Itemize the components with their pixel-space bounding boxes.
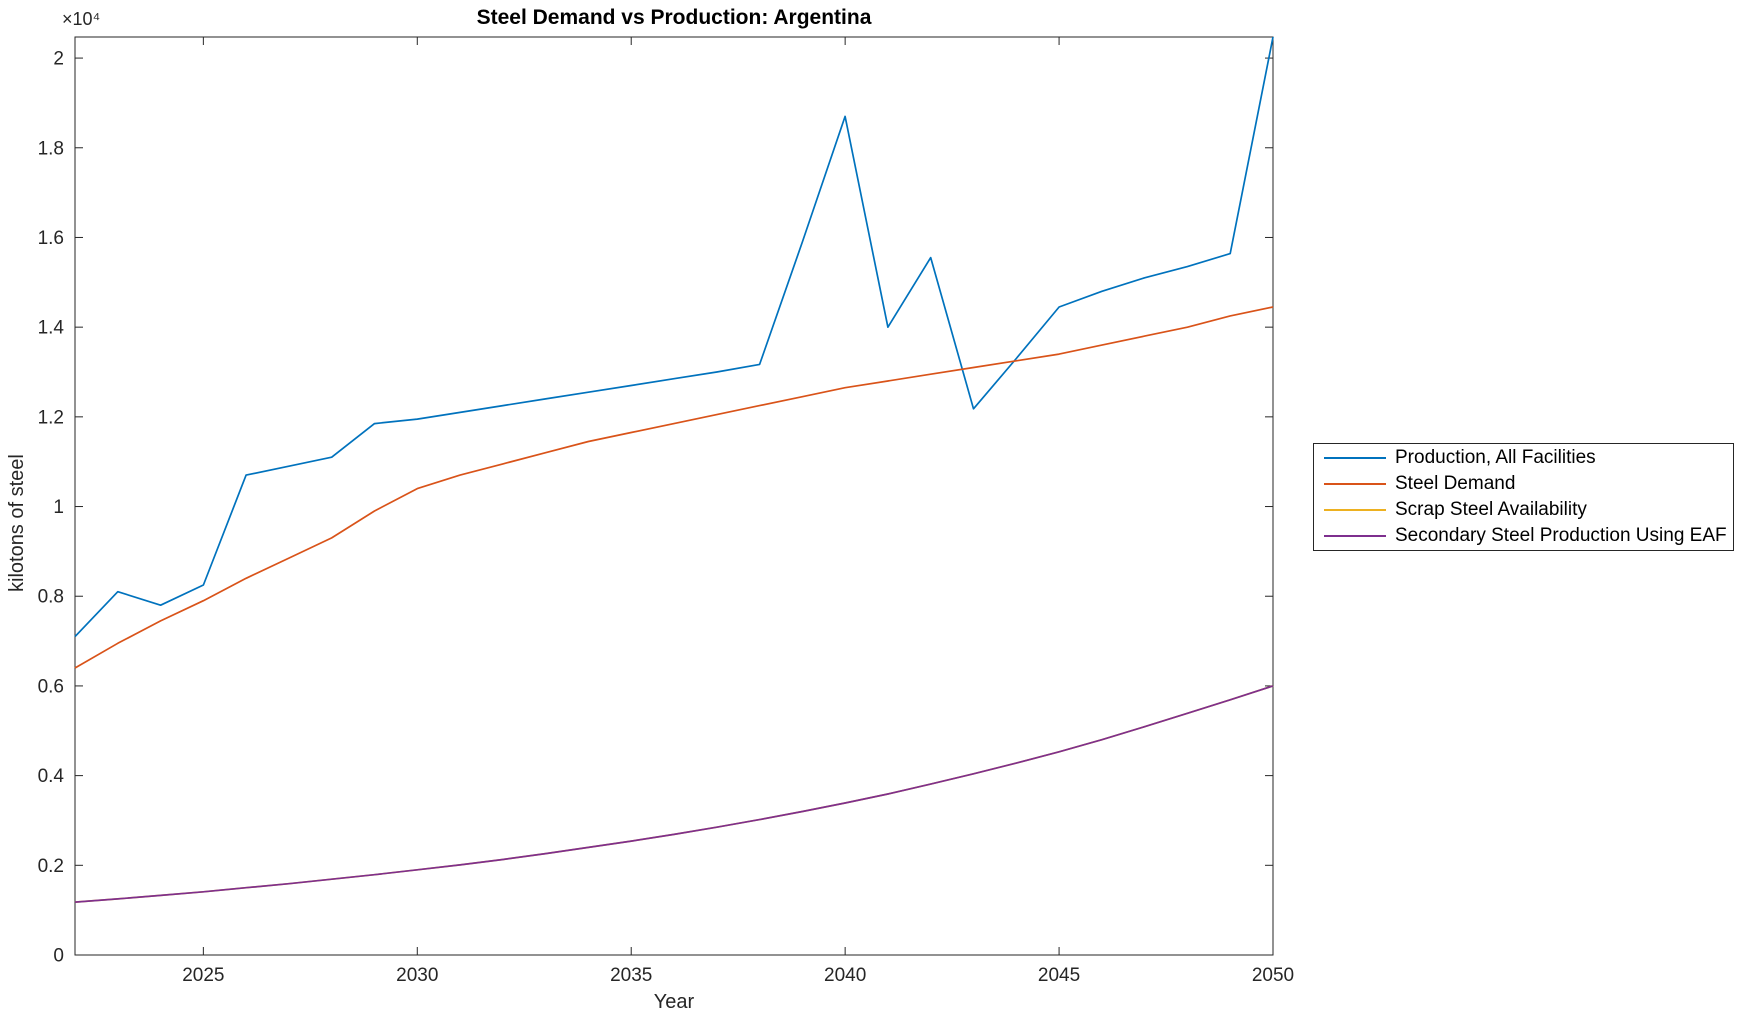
series-line-scrap-steel-availability bbox=[74, 685, 1274, 903]
x-tick-label: 2025 bbox=[182, 965, 224, 986]
series-line-steel-demand bbox=[74, 306, 1274, 669]
y-tick-label: 0.4 bbox=[38, 766, 65, 787]
series-line-production-all-facilities bbox=[74, 36, 1274, 638]
legend: Production, All Facilities Steel Demand Sc… bbox=[1313, 443, 1734, 551]
legend-item-production-all-facilities: Production, All Facilities bbox=[1314, 445, 1733, 471]
legend-label: Steel Demand bbox=[1395, 473, 1516, 494]
legend-item-steel-demand: Steel Demand bbox=[1314, 471, 1733, 497]
x-tick-label: 2050 bbox=[1252, 965, 1294, 986]
x-tick-label: 2040 bbox=[824, 965, 866, 986]
y-tick-label: 0.2 bbox=[38, 856, 64, 877]
x-tick-label: 2035 bbox=[610, 965, 652, 986]
y-tick-label: 0 bbox=[53, 946, 64, 967]
chart-title: Steel Demand vs Production: Argentina bbox=[476, 6, 872, 29]
x-tick-label: 2030 bbox=[396, 965, 438, 986]
y-tick-label: 1.2 bbox=[38, 407, 64, 428]
y-tick-label: 1.6 bbox=[38, 228, 64, 249]
legend-label: Production, All Facilities bbox=[1395, 447, 1596, 468]
legend-line-sample bbox=[1324, 457, 1386, 459]
x-tick-label: 2045 bbox=[1038, 965, 1080, 986]
x-axis-label: Year bbox=[653, 991, 695, 1013]
legend-label: Secondary Steel Production Using EAF bbox=[1395, 525, 1727, 546]
y-tick-label: 2 bbox=[53, 49, 64, 70]
y-tick-label: 0.8 bbox=[38, 587, 64, 608]
legend-line-sample bbox=[1324, 483, 1386, 485]
y-axis-label: kilotons of steel bbox=[6, 454, 28, 592]
y-tick-label: 1.8 bbox=[38, 138, 64, 159]
legend-label: Scrap Steel Availability bbox=[1395, 499, 1587, 520]
legend-item-secondary-steel-production-using-eaf: Secondary Steel Production Using EAF bbox=[1314, 523, 1733, 549]
legend-item-scrap-steel-availability: Scrap Steel Availability bbox=[1314, 497, 1733, 523]
y-axis-multiplier: ×10⁴ bbox=[62, 9, 101, 29]
y-tick-label: 0.6 bbox=[38, 676, 64, 697]
axes-box bbox=[74, 36, 1274, 956]
y-tick-label: 1 bbox=[53, 497, 64, 518]
legend-line-sample bbox=[1324, 509, 1386, 511]
y-tick-label: 1.4 bbox=[38, 318, 65, 339]
series-line-secondary-steel-production-using-eaf bbox=[74, 685, 1274, 903]
legend-line-sample bbox=[1324, 535, 1386, 537]
